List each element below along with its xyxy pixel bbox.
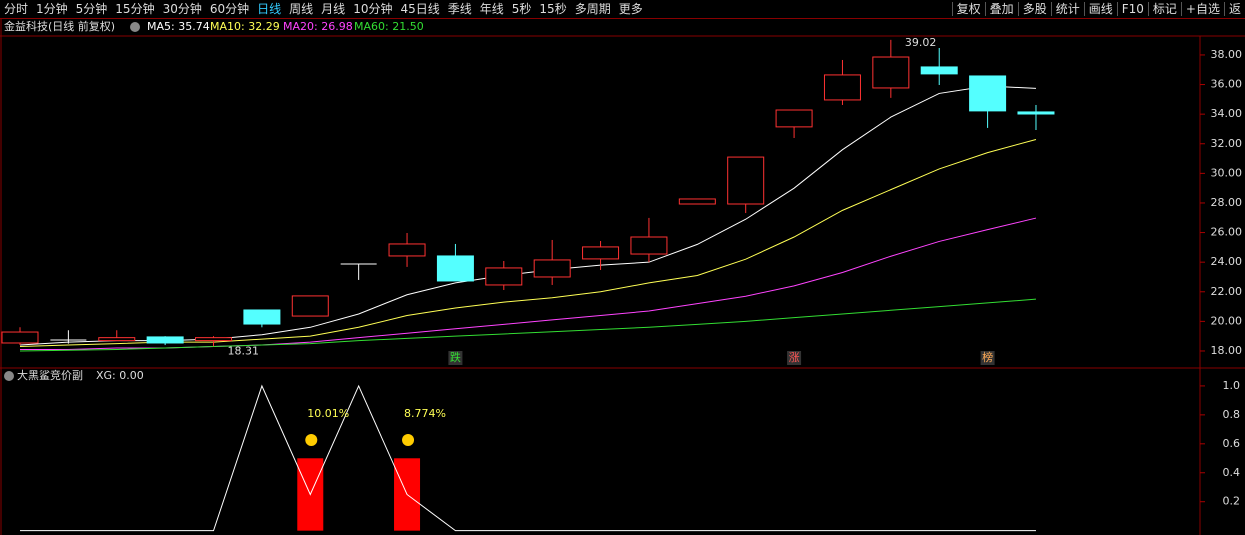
tag-box [787, 351, 802, 365]
candle-body [823, 74, 861, 101]
y-tick-label: 20.00 [1211, 314, 1243, 327]
min-label: 18.31 [228, 344, 260, 357]
candle-body [485, 267, 523, 286]
tag-box [448, 351, 463, 365]
legend-entry: MA60: 21.50 [354, 20, 424, 33]
toolbar-button[interactable]: 标记 [1147, 2, 1181, 16]
tag: 涨 [789, 351, 800, 364]
toolbar-right: 复权 叠加 多股 统计 画线 F10 标记 +自选返 [951, 0, 1245, 18]
candle-body [436, 255, 474, 282]
y-tick-label: 32.00 [1211, 137, 1243, 150]
toolbar-button[interactable]: 年线 [479, 2, 504, 16]
y-tick-label: 30.00 [1211, 166, 1243, 179]
toolbar-button[interactable]: 1分钟 [36, 2, 68, 16]
candle-body [582, 246, 620, 260]
candle-body [388, 243, 426, 257]
legend-entry: MA5: 35.74 [147, 20, 210, 33]
candle-body [146, 336, 184, 344]
note: 10.01% [307, 407, 349, 420]
indicator-line [20, 384, 1036, 532]
candle-body [98, 337, 136, 342]
toolbar-button[interactable]: 15秒 [539, 2, 567, 16]
candle-body [1017, 111, 1055, 115]
toolbar-left: 分时 1分钟 5分钟 15分钟 30分钟 60分钟 日线 周线 月线 10分钟 45日线 季线 年线 5秒… [0, 0, 647, 18]
toolbar: 分时 1分钟 5分钟 15分钟 30分钟 60分钟 日线 周线 月线 10分钟 45日线 季线 年线 5秒… [0, 0, 1245, 19]
candle-body [533, 259, 571, 278]
toolbar-button[interactable]: +自选 [1180, 2, 1224, 16]
candle-body [1, 331, 39, 344]
toolbar-button[interactable]: 5秒 [511, 2, 532, 16]
candle-body [969, 75, 1007, 112]
toolbar-button[interactable]: F10 [1116, 2, 1148, 16]
toolbar-button[interactable]: 更多 [618, 2, 643, 16]
y-tick-label: 36.00 [1211, 78, 1243, 91]
icon [130, 22, 140, 32]
note: 8.774% [404, 407, 446, 420]
candle-body [291, 295, 329, 317]
candle-body [195, 337, 233, 342]
max-label: 39.02 [905, 36, 937, 49]
candle-body [243, 309, 281, 325]
y-tick-label: 38.00 [1211, 48, 1243, 61]
toolbar-button[interactable]: 多股 [1017, 2, 1051, 16]
y-tick-label: 0.4 [1223, 466, 1241, 479]
toolbar-button[interactable]: 45日线 [400, 2, 440, 16]
indicator-legend: XG: 0.00 [96, 369, 144, 382]
ma-line [19, 138, 1037, 348]
toolbar-button[interactable]: 10分钟 [353, 2, 393, 16]
toolbar-button[interactable]: 周线 [289, 2, 314, 16]
candle-body [872, 56, 910, 89]
indicator-title: 大黑鲨竞价副 [17, 368, 83, 382]
y-tick-label: 34.00 [1211, 107, 1243, 120]
toolbar-button[interactable]: 15分钟 [115, 2, 155, 16]
y-tick-label: 1.0 [1223, 379, 1241, 392]
toolbar-button[interactable]: 叠加 [984, 2, 1018, 16]
smiley [402, 434, 415, 446]
toolbar-button[interactable]: 季线 [447, 2, 472, 16]
tag: 榜 [982, 350, 993, 364]
toolbar-button[interactable]: 日线 [257, 2, 282, 16]
y-tick-label: 22.00 [1211, 285, 1243, 298]
toolbar-button[interactable]: 复权 [951, 2, 985, 16]
toolbar-button[interactable]: 多周期 [574, 2, 611, 16]
candle-body [678, 198, 716, 205]
ma-line [20, 217, 1037, 350]
toolbar-button[interactable]: 画线 [1083, 2, 1117, 16]
toolbar-button[interactable]: 5分钟 [75, 2, 108, 16]
candle-body [727, 156, 765, 205]
y-tick-label: 26.00 [1211, 226, 1243, 239]
tag: 跌 [450, 350, 461, 364]
stock-title: 金益科技(日线 前复权) [4, 19, 115, 33]
toolbar-button[interactable]: 60分钟 [209, 2, 250, 16]
candle-body [775, 109, 813, 128]
toolbar-button[interactable]: 月线 [321, 2, 346, 16]
y-tick-label: 28.00 [1211, 196, 1243, 209]
toolbar-button[interactable]: 30分钟 [162, 2, 202, 16]
toolbar-button[interactable]: 返 [1223, 2, 1245, 16]
y-tick-label: 18.00 [1211, 344, 1243, 357]
legend-entry: MA10: 32.29 [210, 20, 280, 33]
y-tick-label: 0.6 [1223, 437, 1241, 450]
toolbar-button[interactable]: 分时 [4, 2, 29, 16]
tag-box [980, 351, 995, 365]
candle-body [920, 66, 958, 75]
smiley [305, 434, 318, 446]
y-tick-label: 0.2 [1223, 495, 1241, 508]
ma-line [19, 298, 1037, 352]
y-tick-label: 24.00 [1211, 255, 1243, 268]
icon [4, 371, 14, 381]
candle-body [630, 236, 668, 255]
legend-entry: MA20: 26.98 [283, 20, 353, 33]
ma-line [19, 85, 1037, 346]
y-tick-label: 0.8 [1223, 408, 1241, 421]
toolbar-button[interactable]: 统计 [1050, 2, 1084, 16]
